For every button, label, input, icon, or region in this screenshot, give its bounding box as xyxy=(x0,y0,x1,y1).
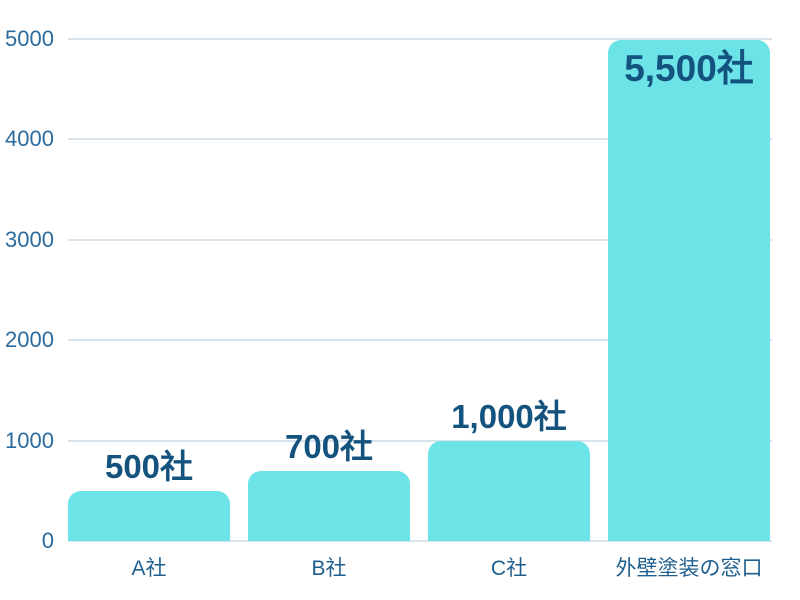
x-category-label: A社 xyxy=(131,557,167,580)
y-tick-label: 2000 xyxy=(5,327,54,352)
gridline xyxy=(68,238,772,241)
bar xyxy=(608,40,770,541)
gridline xyxy=(68,439,772,442)
bar xyxy=(428,440,590,541)
gridline xyxy=(68,339,772,341)
x-category-label: 外壁塗装の窓口 xyxy=(615,557,763,580)
bar xyxy=(248,470,410,541)
x-category-label: C社 xyxy=(490,557,528,580)
bar xyxy=(68,490,230,541)
y-tick-label: 0 xyxy=(41,528,54,553)
gridline xyxy=(68,37,772,40)
bar-value-label: 700社 xyxy=(284,427,374,465)
bar-value-label: 1,000社 xyxy=(451,397,567,435)
bar-value-label: 500社 xyxy=(104,447,194,485)
gridline xyxy=(68,540,772,542)
gridline xyxy=(68,138,772,140)
x-category-label: B社 xyxy=(311,557,347,580)
y-tick-label: 1000 xyxy=(5,427,54,453)
bar-value-label: 5,500社 xyxy=(624,48,754,89)
y-tick-label: 3000 xyxy=(5,226,54,252)
y-tick-label: 4000 xyxy=(5,126,54,151)
y-tick-label: 5000 xyxy=(5,25,54,51)
